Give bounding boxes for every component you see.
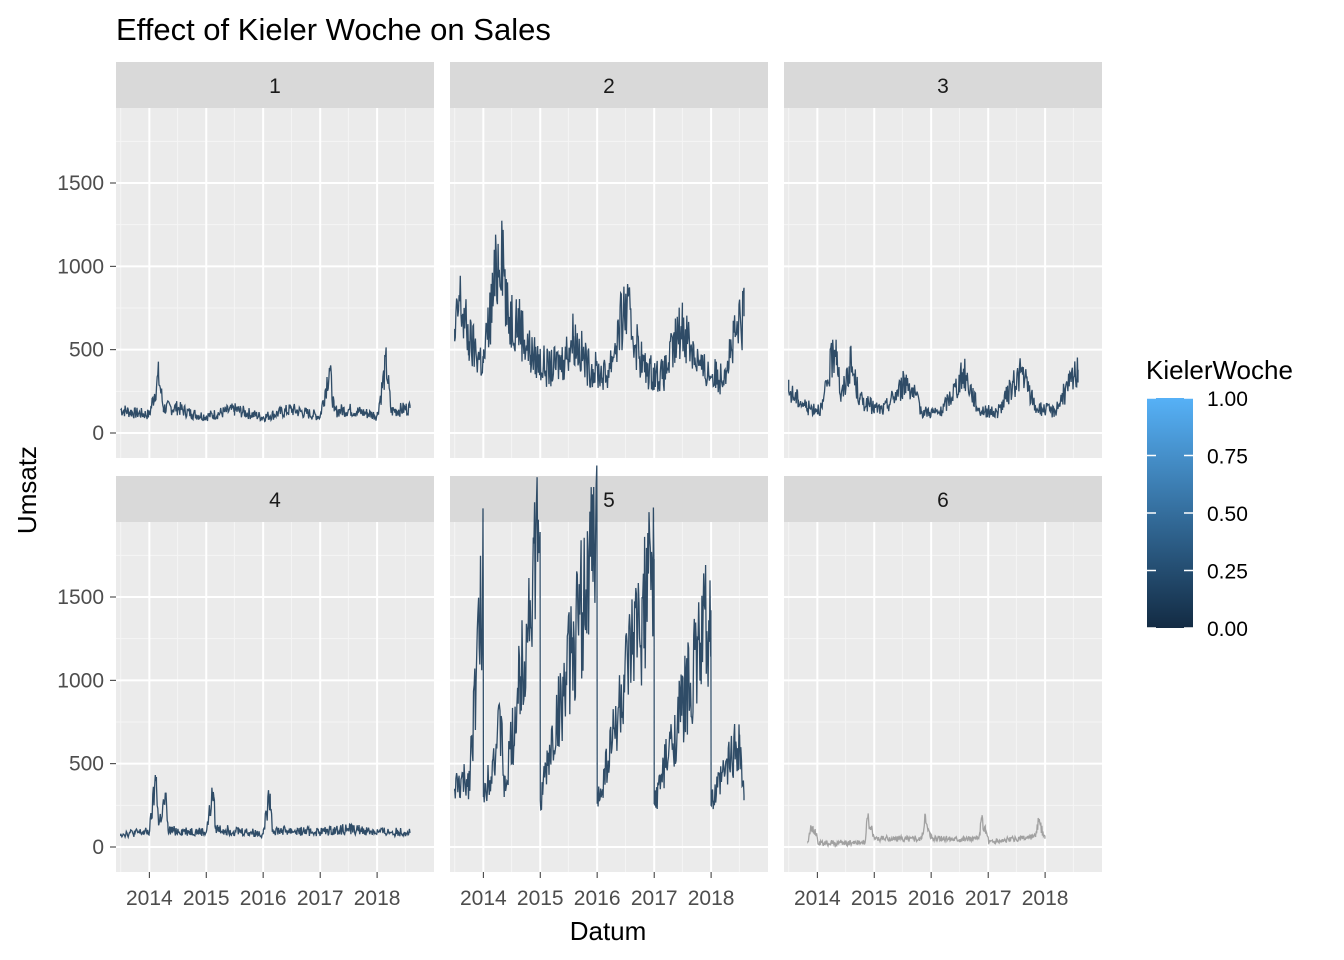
x-tick-label: 2016 [574, 887, 621, 910]
x-tick-label: 2014 [460, 887, 507, 910]
facet-strip [450, 476, 768, 522]
panel-background [450, 522, 768, 872]
series-line [454, 465, 745, 812]
series-line [454, 220, 745, 395]
x-tick-label: 2014 [794, 887, 841, 910]
y-axis-title: Umsatz [12, 446, 42, 534]
facet-panel-1: 1 0 500 1000 1500 [57, 62, 434, 458]
y-tick-label: 500 [69, 753, 104, 776]
facet-strip-label: 6 [937, 489, 949, 512]
facet-panels: 1 0 500 1000 1500 2 3 4 2014 2015 2016 2017 2018 0 500… [57, 62, 1102, 910]
facet-strip [784, 476, 1102, 522]
x-tick-label: 2014 [126, 887, 173, 910]
panel-background [784, 108, 1102, 458]
series-line [807, 813, 1046, 849]
facet-strip [450, 62, 768, 108]
y-tick-label: 0 [92, 422, 104, 445]
legend-tick-label: 0.75 [1207, 446, 1248, 469]
x-tick-label: 2016 [240, 887, 287, 910]
color-legend: KielerWoche 0.00 0.25 0.50 0.75 1.00 [1146, 355, 1293, 641]
facet-strip-label: 2 [603, 75, 615, 98]
x-axis-title: Datum [570, 916, 647, 946]
y-tick-label: 1500 [57, 172, 104, 195]
x-tick-label: 2018 [354, 887, 401, 910]
legend-tick-label: 0.00 [1207, 618, 1248, 641]
facet-strip [116, 476, 434, 522]
x-tick-label: 2015 [851, 887, 898, 910]
facet-panel-5: 5 2014 2015 2016 2017 2018 [450, 465, 768, 910]
legend-ticks: 0.00 0.25 0.50 0.75 1.00 [1147, 388, 1248, 641]
facet-strip-label: 1 [269, 75, 281, 98]
x-tick-label: 2017 [965, 887, 1012, 910]
x-tick-label: 2017 [631, 887, 678, 910]
x-tick-label: 2018 [688, 887, 735, 910]
y-tick-label: 1500 [57, 586, 104, 609]
legend-title: KielerWoche [1146, 355, 1293, 385]
legend-tick-label: 0.25 [1207, 561, 1248, 584]
facet-strip-label: 4 [269, 489, 281, 512]
panel-background [784, 522, 1102, 872]
facet-strip-label: 3 [937, 75, 949, 98]
y-tick-label: 0 [92, 836, 104, 859]
panel-background [116, 108, 434, 458]
facet-strip [784, 62, 1102, 108]
chart-title: Effect of Kieler Woche on Sales [116, 12, 551, 47]
y-tick-label: 500 [69, 339, 104, 362]
series-line [120, 775, 411, 840]
legend-tick-label: 0.50 [1207, 503, 1248, 526]
x-tick-label: 2018 [1022, 887, 1069, 910]
x-tick-label: 2015 [517, 887, 564, 910]
facet-panel-2: 2 [450, 62, 768, 458]
facet-panel-4: 4 2014 2015 2016 2017 2018 0 500 1000 1500 [57, 476, 434, 910]
y-tick-label: 1000 [57, 669, 104, 692]
x-tick-label: 2016 [908, 887, 955, 910]
x-tick-label: 2017 [297, 887, 344, 910]
legend-tick-label: 1.00 [1207, 388, 1248, 411]
facet-strip [116, 62, 434, 108]
y-tick-label: 1000 [57, 255, 104, 278]
series-line [788, 339, 1079, 420]
panel-background [116, 522, 434, 872]
series-line [120, 347, 411, 423]
facet-panel-6: 6 2014 2015 2016 2017 2018 [784, 476, 1102, 910]
facet-panel-3: 3 [784, 62, 1102, 458]
x-tick-label: 2015 [183, 887, 230, 910]
facet-strip-label: 5 [603, 489, 615, 512]
